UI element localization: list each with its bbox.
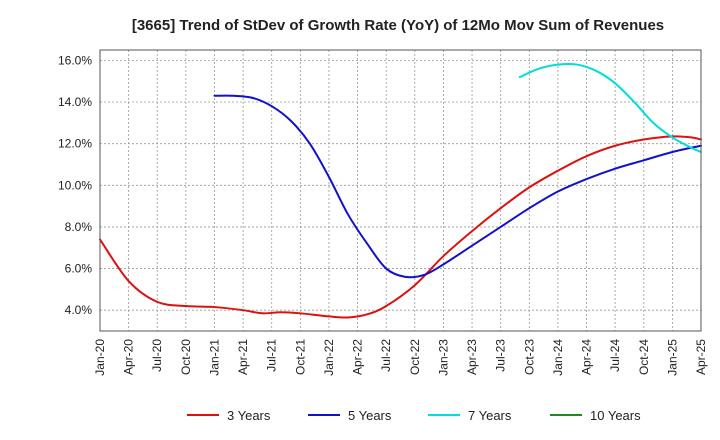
plot-series (99, 62, 702, 319)
x-tick-label: Apr-23 (465, 339, 479, 375)
legend-label-5-years: 5 Years (348, 408, 392, 423)
x-tick-label: Apr-20 (122, 339, 136, 375)
x-tick-label: Oct-22 (408, 339, 422, 375)
x-tick-label: Jul-23 (494, 339, 508, 372)
x-tick-label: Jan-20 (93, 339, 107, 376)
y-tick-label: 12.0% (58, 137, 92, 151)
x-axis-ticks: Jan-20 Apr-20 Jul-20 Oct-20 Jan-21 Apr-21 Jul-… (93, 339, 708, 376)
x-tick-label: Jan-24 (551, 339, 565, 376)
legend-label-3-years: 3 Years (227, 408, 271, 423)
x-tick-label: Apr-25 (694, 339, 708, 375)
plot-frame (99, 49, 702, 332)
x-tick-label: Apr-21 (236, 339, 250, 375)
legend-label-7-years: 7 Years (468, 408, 512, 423)
x-tick-label: Jul-24 (608, 339, 622, 372)
series-line-3-years (99, 135, 702, 319)
legend: 3 Years 5 Years 7 Years 10 Years (187, 408, 641, 423)
x-tick-label: Apr-24 (580, 339, 594, 375)
x-tick-label: Jan-23 (436, 339, 450, 376)
x-tick-label: Jan-25 (665, 339, 679, 376)
x-tick-label: Oct-21 (293, 339, 307, 375)
y-tick-label: 10.0% (58, 178, 92, 192)
x-tick-label: Apr-22 (351, 339, 365, 375)
plot-grid (99, 50, 702, 331)
y-axis-ticks: 4.0% 6.0% 8.0% 10.0% 12.0% 14.0% 16.0% (58, 53, 92, 317)
series-line-7-years (518, 62, 702, 153)
x-tick-label: Jan-21 (207, 339, 221, 376)
chart-title: [3665] Trend of StDev of Growth Rate (Yo… (132, 17, 664, 34)
series-line-5-years (213, 94, 702, 279)
x-tick-label: Oct-23 (522, 339, 536, 375)
x-tick-label: Oct-24 (637, 339, 651, 375)
y-tick-label: 4.0% (65, 303, 93, 317)
x-tick-label: Jan-22 (322, 339, 336, 376)
x-tick-label: Jul-20 (150, 339, 164, 372)
x-tick-label: Jul-21 (265, 339, 279, 372)
x-tick-label: Oct-20 (179, 339, 193, 375)
y-tick-label: 14.0% (58, 95, 92, 109)
y-tick-label: 6.0% (65, 262, 93, 276)
y-tick-label: 16.0% (58, 53, 92, 67)
legend-label-10-years: 10 Years (590, 408, 641, 423)
y-tick-label: 8.0% (65, 220, 93, 234)
x-tick-label: Jul-22 (379, 339, 393, 372)
